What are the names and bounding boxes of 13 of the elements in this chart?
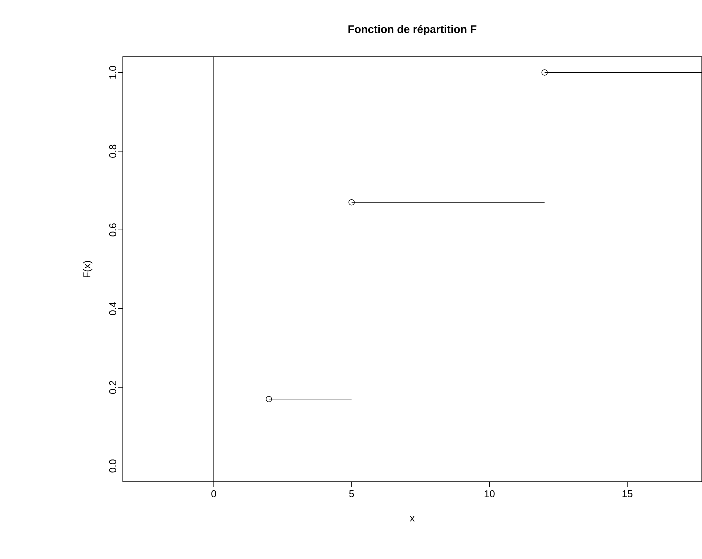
y-tick-label: 0.0	[109, 460, 116, 473]
y-tick-label: 0.8	[109, 144, 116, 158]
y-tick-label: 0.6	[109, 224, 116, 237]
x-axis-title: x	[410, 516, 415, 522]
x-tick-label: 5	[349, 490, 354, 498]
y-tick-label: 0.2	[109, 381, 116, 394]
y-axis-title: F(x)	[83, 261, 93, 278]
x-tick-label: 15	[622, 490, 633, 498]
chart-title: Fonction de répartition F	[348, 25, 477, 36]
x-tick-label: 0	[212, 490, 216, 498]
x-tick-label: 10	[484, 490, 495, 498]
y-tick-label: 1.0	[109, 66, 116, 79]
y-tick-label: 0.4	[109, 302, 116, 316]
